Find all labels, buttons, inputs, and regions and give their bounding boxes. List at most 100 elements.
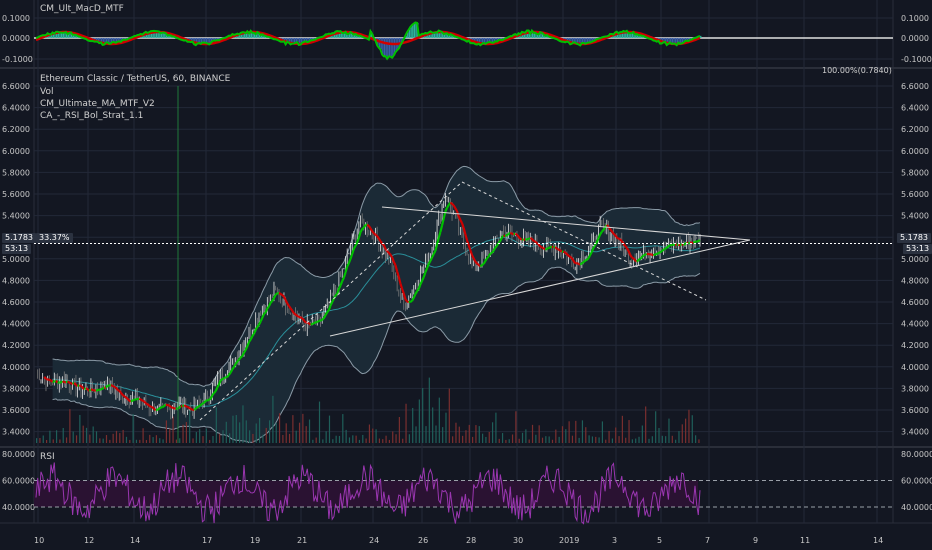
time-tick-label: 11 xyxy=(800,536,810,545)
ultimate-ma-line xyxy=(537,243,542,248)
macd-histogram-bar xyxy=(95,38,98,42)
macd-histogram-bar xyxy=(591,38,594,42)
ultimate-ma-line xyxy=(464,233,469,241)
macd-histogram-bar xyxy=(307,38,309,43)
bollinger-upper xyxy=(52,165,701,388)
price-tick-label: 4.6000 xyxy=(2,298,30,307)
macd-histogram-bar xyxy=(62,32,65,38)
macd-histogram-bar xyxy=(385,38,387,57)
macd-histogram-bar xyxy=(355,33,357,38)
volume-bar xyxy=(641,425,643,443)
volume-bar xyxy=(55,430,58,443)
volume-bar xyxy=(152,437,154,443)
volume-bar xyxy=(145,439,148,443)
ultimate-ma-line xyxy=(145,402,148,406)
ultimate-ma-line xyxy=(351,248,355,255)
macd-histogram-bar xyxy=(437,32,439,38)
price-tick-label: 6.0000 xyxy=(2,147,30,156)
macd-histogram-bar xyxy=(283,38,286,42)
ultimate-ma-line xyxy=(220,378,224,382)
macd-histogram-bar xyxy=(392,38,394,58)
volume-bar xyxy=(255,423,257,443)
ultimate-ma-line xyxy=(600,229,605,233)
ultimate-ma-line xyxy=(499,236,503,242)
macd-histogram-bar xyxy=(415,22,417,38)
ultimate-ma-line xyxy=(592,244,597,249)
ultimate-ma-line xyxy=(374,233,378,237)
ultimate-ma-line xyxy=(200,402,204,406)
ultimate-ma-line xyxy=(506,232,510,237)
macd-panel-title: CM_Ult_MacD_MTF xyxy=(40,4,124,14)
indicator-ultimate-ma[interactable]: CM_Ultimate_MA_MTF_V2 xyxy=(40,99,155,109)
macd-histogram-bar xyxy=(407,32,409,38)
volume-bar xyxy=(631,439,633,443)
ultimate-ma-line xyxy=(634,259,638,263)
ultimate-ma-line xyxy=(476,262,480,266)
macd-histogram-bar xyxy=(244,32,246,38)
ultimate-ma-line xyxy=(130,399,134,403)
rsi-tick-label: 40.0000 xyxy=(2,503,35,512)
macd-histogram-bar xyxy=(254,32,256,38)
volume-bar xyxy=(485,436,487,443)
macd-histogram-bar xyxy=(493,38,496,43)
macd-histogram-bar xyxy=(217,38,219,41)
ultimate-ma-line xyxy=(412,293,417,299)
ultimate-ma-line xyxy=(243,349,247,354)
time-tick-label: 9 xyxy=(753,536,758,545)
macd-histogram-bar xyxy=(380,38,382,50)
ultimate-ma-line xyxy=(376,235,380,240)
percent-tag: 33.37% xyxy=(36,233,73,243)
macd-histogram-bar xyxy=(262,34,264,38)
volume-bar xyxy=(222,430,224,443)
ultimate-ma-line xyxy=(610,230,615,235)
macd-histogram-bar xyxy=(520,34,522,38)
ultimate-ma-line xyxy=(517,236,522,240)
volume-bar xyxy=(245,420,247,443)
macd-histogram-bar xyxy=(55,31,58,38)
macd-histogram-bar xyxy=(74,34,76,38)
indicator-vol[interactable]: Vol xyxy=(40,87,54,97)
macd-histogram-bar xyxy=(683,38,685,43)
macd-histogram-bar xyxy=(99,38,101,44)
macd-histogram-bar xyxy=(540,32,542,38)
ultimate-ma-line xyxy=(156,407,160,411)
ultimate-ma-line xyxy=(406,300,410,304)
ultimate-ma-line xyxy=(652,253,656,257)
ultimate-ma-line xyxy=(546,246,550,250)
volume-bar xyxy=(412,407,414,443)
volume-bar xyxy=(498,438,500,443)
ultimate-ma-line xyxy=(286,302,290,307)
macd-histogram-bar xyxy=(157,31,159,38)
ultimate-ma-line xyxy=(48,378,52,382)
ultimate-ma-line xyxy=(294,313,298,317)
volume-bar xyxy=(225,421,227,443)
ultimate-ma-line xyxy=(53,379,57,383)
macd-histogram-bar xyxy=(670,38,672,43)
ultimate-ma-line xyxy=(566,253,570,257)
volume-bar xyxy=(89,434,91,443)
macd-histogram-bar xyxy=(383,38,386,57)
volume-bar xyxy=(448,388,450,443)
macd-histogram-bar xyxy=(159,31,161,38)
volume-bar xyxy=(618,436,620,443)
ultimate-ma-line xyxy=(411,297,415,302)
macd-histogram-bar xyxy=(382,38,384,55)
macd-histogram-bar xyxy=(343,33,346,38)
volume-bar xyxy=(598,437,600,443)
volume-bar xyxy=(501,433,504,443)
price-tick-label: 4.2000 xyxy=(901,341,929,350)
volume-bar xyxy=(49,430,51,443)
volume-bar xyxy=(318,401,321,443)
macd-histogram-bar xyxy=(490,38,492,43)
ultimate-ma-line xyxy=(567,254,571,258)
indicator-rsi-bol[interactable]: CA_-_RSI_Bol_Strat_1.1 xyxy=(40,111,144,121)
ultimate-ma-line xyxy=(586,257,590,261)
ultimate-ma-line xyxy=(341,277,345,282)
macd-histogram-bar xyxy=(50,34,53,38)
ultimate-ma-line xyxy=(336,288,340,295)
macd-histogram-bar xyxy=(215,38,218,41)
ultimate-ma-line xyxy=(664,247,668,250)
price-tick-label: 3.4000 xyxy=(2,428,30,437)
